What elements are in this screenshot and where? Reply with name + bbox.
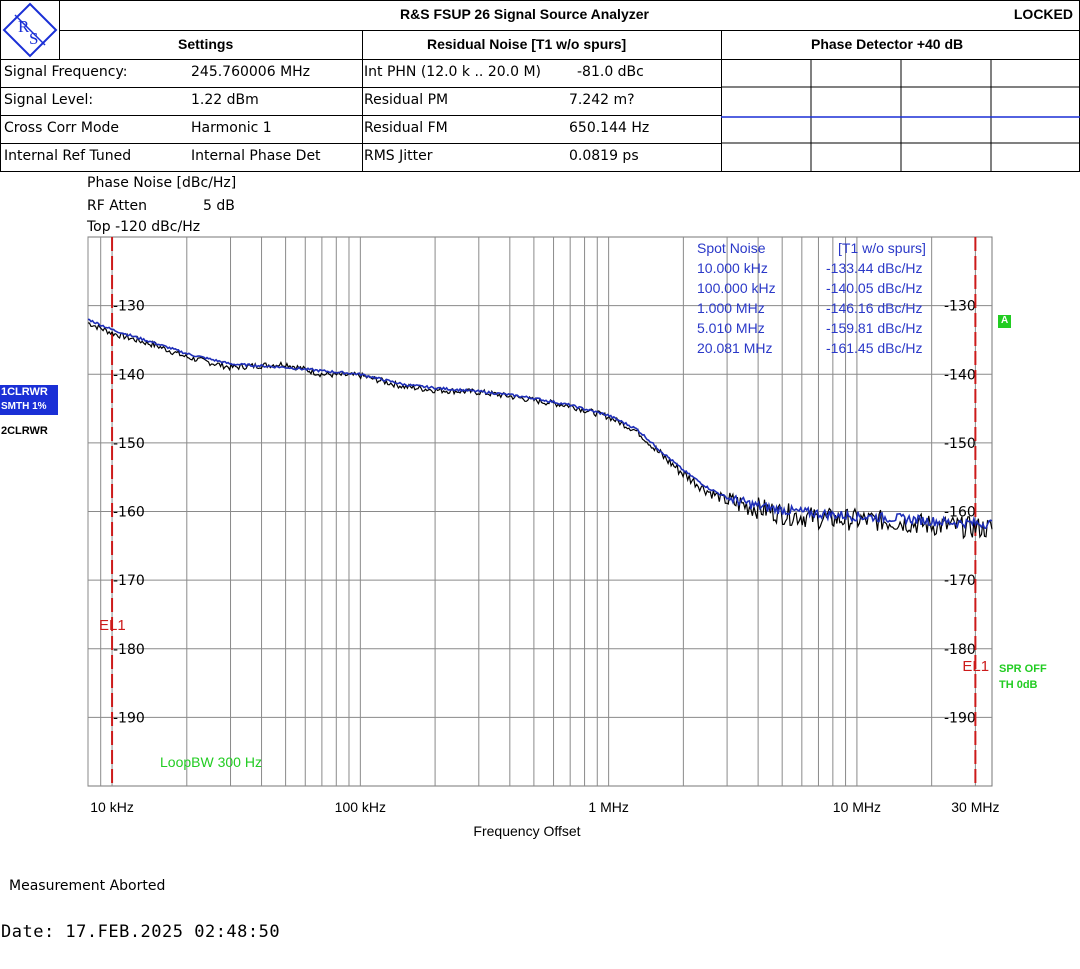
trace2-mode: 2CLRWR	[1, 425, 48, 437]
residual-value: 650.144 Hz	[569, 120, 650, 136]
limit-line-label: EL1	[99, 617, 126, 634]
limit-line-label: EL1	[962, 658, 989, 675]
trace1-smoothing: SMTH 1%	[1, 401, 47, 412]
spot-noise-header: Spot Noise	[697, 240, 766, 256]
y-tick-label-right: -190	[944, 710, 976, 726]
settings-value: Harmonic 1	[191, 120, 272, 136]
y-tick-label-left: -150	[113, 436, 145, 452]
logo-s: S	[29, 29, 38, 48]
spot-noise-frequency: 20.081 MHz	[697, 340, 772, 356]
loop-bandwidth-label: LoopBW 300 Hz	[160, 754, 262, 770]
y-tick-label-left: -140	[113, 367, 145, 383]
spot-noise-frequency: 100.000 kHz	[697, 280, 776, 296]
phase-detector-title: Phase Detector +40 dB	[811, 36, 964, 52]
y-tick-label-right: -150	[944, 436, 976, 452]
marker-a-badge: A	[998, 315, 1011, 328]
y-tick-label-right: -180	[944, 642, 976, 658]
x-tick-label: 1 MHz	[588, 799, 628, 815]
phase-noise-chart: -130 -130 -140 -140 -150 -150 -160 -160 -170 -170…	[87, 236, 999, 839]
spot-noise-value: -161.45 dBc/Hz	[826, 340, 923, 356]
y-tick-label-left: -170	[113, 573, 145, 589]
x-tick-label: 10 MHz	[833, 799, 881, 815]
x-tick-label: 10 kHz	[90, 799, 134, 815]
y-tick-label-right: -130	[944, 299, 976, 315]
measurement-status: Measurement Aborted	[9, 878, 166, 894]
plot-info-top: Top -120 dBc/Hz	[87, 219, 201, 235]
residual-row: RMS Jitter 0.0819 ps	[362, 143, 722, 172]
residual-label: RMS Jitter	[364, 148, 433, 164]
spot-noise-frequency: 5.010 MHz	[697, 320, 765, 336]
residual-label: Residual FM	[364, 120, 448, 136]
settings-label: Cross Corr Mode	[4, 120, 120, 136]
y-tick-label-left: -190	[113, 710, 145, 726]
settings-label: Signal Frequency:	[4, 64, 128, 80]
y-tick-label-right: -160	[944, 505, 976, 521]
spot-noise-value: -140.05 dBc/Hz	[826, 280, 923, 296]
trace1-mode: 1CLRWR	[1, 386, 48, 398]
residual-label: Int PHN (12.0 k .. 20.0 M)	[364, 64, 541, 80]
logo-r: R	[18, 17, 30, 36]
y-tick-label-left: -130	[113, 299, 145, 315]
settings-label: Internal Ref Tuned	[4, 148, 132, 164]
settings-label: Signal Level:	[4, 92, 94, 108]
settings-value: Internal Phase Det	[191, 148, 321, 164]
residual-label: Residual PM	[364, 92, 449, 108]
lock-status: LOCKED	[1013, 6, 1073, 22]
instrument-title: R&S FSUP 26 Signal Source Analyzer	[400, 6, 649, 22]
y-tick-label-left: -160	[113, 505, 145, 521]
plot-info-atten-value: 5 dB	[203, 198, 235, 214]
plot-info-atten-label: RF Atten	[87, 198, 148, 214]
spot-noise-frequency: 10.000 kHz	[697, 260, 768, 276]
settings-value: 1.22 dBm	[191, 92, 259, 108]
plot-info-unit: Phase Noise [dBc/Hz]	[87, 175, 237, 191]
trace1-badge: 1CLRWR SMTH 1%	[0, 385, 58, 415]
spot-noise-trace-header: [T1 w/o spurs]	[838, 240, 926, 256]
spot-noise-frequency: 1.000 MHz	[697, 300, 765, 316]
residual-column-title: Residual Noise [T1 w/o spurs]	[427, 36, 627, 52]
rs-logo: R S	[2, 2, 58, 58]
spot-noise-value: -133.44 dBc/Hz	[826, 260, 923, 276]
settings-value: 245.760006 MHz	[191, 64, 311, 80]
spot-noise-value: -146.16 dBc/Hz	[826, 300, 923, 316]
x-tick-label: 30 MHz	[951, 799, 999, 815]
x-axis-label: Frequency Offset	[473, 823, 580, 839]
settings-column-title: Settings	[178, 36, 234, 52]
residual-value: -81.0 dBc	[577, 64, 644, 80]
trace-1-line	[87, 318, 993, 530]
y-tick-label-left: -180	[113, 642, 145, 658]
settings-row: Internal Ref Tuned Internal Phase Det	[0, 143, 363, 172]
residual-value: 0.0819 ps	[569, 148, 639, 164]
y-tick-label-right: -140	[944, 367, 976, 383]
measurement-date: Date: 17.FEB.2025 02:48:50	[1, 922, 281, 942]
residual-row: Int PHN (12.0 k .. 20.0 M) -81.0 dBc	[362, 59, 722, 88]
spot-noise-value: -159.81 dBc/Hz	[826, 320, 923, 336]
residual-value: 7.242 m?	[569, 92, 635, 108]
spur-status: SPR OFF	[999, 663, 1047, 675]
marker-a-label: A	[1001, 315, 1009, 326]
y-tick-label-right: -170	[944, 573, 976, 589]
threshold-status: TH 0dB	[999, 679, 1038, 691]
x-tick-label: 100 kHz	[335, 799, 386, 815]
